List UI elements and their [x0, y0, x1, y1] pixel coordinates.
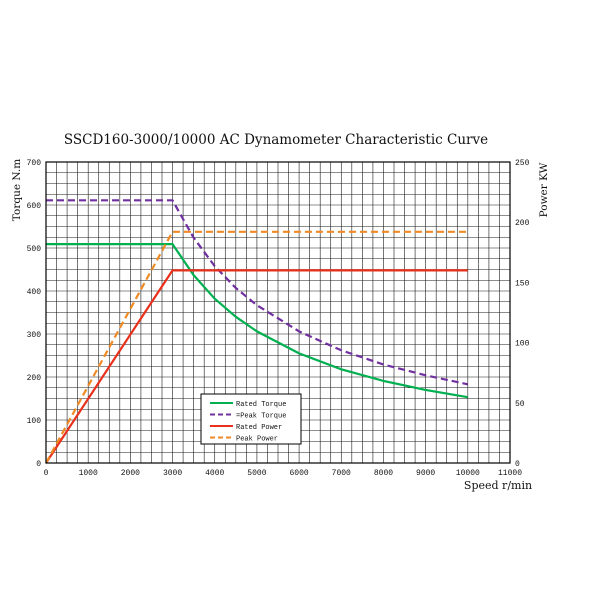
y-axis-label-right: Power KW: [538, 162, 550, 217]
x-axis-label: Speed r/min: [464, 479, 532, 492]
chart-title: SSCD160-3000/10000 AC Dynamometer Charac…: [64, 132, 488, 148]
x-tick-label: 4000: [205, 469, 224, 478]
y-left-tick-label: 0: [36, 460, 41, 469]
x-tick-label: 1000: [79, 469, 98, 478]
x-tick-label: 8000: [374, 469, 393, 478]
y-left-tick-label: 100: [27, 417, 42, 426]
y-left-tick-label: 500: [27, 245, 42, 254]
y-right-tick-label: 50: [515, 400, 525, 409]
axes: [45, 161, 511, 464]
tick-labels: 0 1000 2000 3000 4000 5000 6000 7000 8000 9000 100…: [27, 159, 530, 478]
x-tick-label: 5000: [247, 469, 266, 478]
legend-label: =Peak Torque: [236, 413, 286, 421]
x-tick-label: 10000: [456, 469, 480, 478]
y-right-tick-label: 0: [515, 460, 520, 469]
legend-label: Rated Torque: [236, 401, 286, 409]
y-left-tick-label: 400: [27, 288, 42, 297]
series-line-peak-torque: [46, 199, 469, 386]
series-layer: [45, 199, 469, 464]
legend-label: Peak Power: [236, 436, 278, 444]
y-right-tick-label: 150: [515, 279, 530, 288]
y-right-tick-label: 250: [515, 159, 530, 168]
y-left-tick-label: 200: [27, 374, 42, 383]
x-tick-label: 0: [44, 469, 49, 478]
legend-label: Rated Power: [236, 424, 282, 432]
y-right-tick-label: 100: [515, 340, 530, 349]
x-tick-label: 3000: [163, 469, 182, 478]
y-left-tick-label: 300: [27, 331, 42, 340]
x-tick-label: 11000: [498, 469, 522, 478]
x-tick-label: 6000: [289, 469, 308, 478]
x-tick-label: 9000: [416, 469, 435, 478]
x-tick-label: 7000: [332, 469, 351, 478]
y-axis-label-left: Torque N.m: [11, 159, 23, 221]
legend: Rated Torque =Peak Torque Rated Power Peak …: [200, 393, 302, 445]
y-right-tick-label: 200: [515, 219, 530, 228]
series-line-rated-torque: [46, 243, 468, 399]
y-left-tick-label: 700: [27, 159, 42, 168]
plot-frame: [45, 161, 511, 464]
y-left-tick-label: 600: [27, 202, 42, 211]
series-line-rated-power: [45, 269, 468, 464]
x-tick-label: 2000: [121, 469, 140, 478]
